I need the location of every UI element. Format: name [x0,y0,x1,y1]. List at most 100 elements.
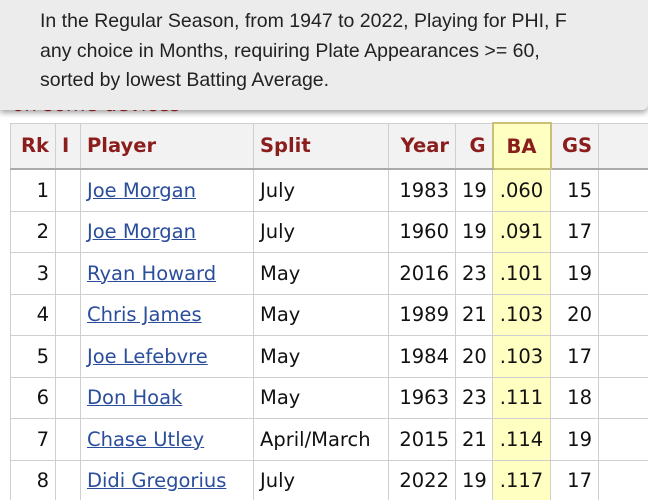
notice-line: sorted by lowest Batting Average. [40,69,330,91]
table-cell: 19 [550,252,599,295]
table-cell: 19 [455,168,493,212]
table-cell: 1960 [388,210,456,253]
column-header: GS [550,122,599,170]
table-cell: 23 [455,252,493,295]
table-cell: .091 [492,210,551,253]
table-cell: 20 [550,293,599,336]
player-link[interactable]: Joe Morgan [87,220,196,244]
table-cell: May [253,293,389,336]
table-cell: 69 [598,335,648,378]
column-header: BA [491,122,552,170]
table-cell: 1984 [388,335,456,378]
player-link[interactable]: Didi Gregorius [87,469,227,493]
table-cell [55,459,81,500]
table-cell: July [253,210,389,253]
table-cell [55,418,81,461]
table-cell: 21 [455,293,493,336]
query-notice: In the Regular Season, from 1947 to 2022… [0,0,648,110]
player-link[interactable]: Chris James [87,303,202,327]
table-cell: 1989 [388,293,456,336]
table-cell: 19 [550,418,599,461]
column-header: G [455,122,493,170]
player-link[interactable]: Chase Utley [87,427,205,451]
table-cell: .117 [492,459,551,500]
table-cell: 19 [455,210,493,253]
table-cell: 6 [10,376,56,419]
player-cell: Joe Morgan [80,168,254,212]
player-link[interactable]: Don Hoak [87,386,183,410]
table-cell: 82 [598,293,648,336]
table-cell: 15 [550,168,599,212]
notice-line: any choice in Months, requiring Plate Ap… [40,40,540,62]
table-cell: 81 [598,418,648,461]
table-cell: 19 [455,459,493,500]
player-link[interactable]: Ryan Howard [87,261,217,285]
table-cell [55,293,81,336]
table-cell: April/March [253,418,389,461]
table-cell: 70 [598,210,648,253]
table-cell: 21 [455,418,493,461]
player-cell: Don Hoak [80,376,254,419]
column-header: Split [253,122,389,170]
player-cell: Joe Morgan [80,210,254,253]
table-cell: 68 [598,168,648,212]
table-cell: 8 [10,459,56,500]
column-header: I [55,122,81,170]
table-cell: 20 [455,335,493,378]
table-cell: 75 [598,252,648,295]
table-cell [55,252,81,295]
player-cell: Ryan Howard [80,252,254,295]
table-cell: 3 [10,252,56,295]
table-cell: 18 [550,376,599,419]
table-cell: 1963 [388,376,456,419]
table-cell [55,210,81,253]
table-cell: .101 [492,252,551,295]
player-link[interactable]: Joe Morgan [87,178,196,202]
table-cell: 17 [550,459,599,500]
table-cell: 4 [10,293,56,336]
table-cell: May [253,335,389,378]
table-cell: May [253,376,389,419]
table-cell: .103 [492,335,551,378]
table-cell: 7 [10,418,56,461]
player-cell: Didi Gregorius [80,459,254,500]
table-cell: July [253,459,389,500]
table-cell: 23 [455,376,493,419]
header-row: RkIPlayerSplitYearGBAGSPA [10,122,648,170]
table-cell: 17 [550,335,599,378]
column-header: Rk [10,122,56,170]
table-cell: July [253,168,389,212]
column-header: PA [598,122,648,170]
table-cell: 17 [550,210,599,253]
table-cell: 2022 [388,459,456,500]
table-cell: May [253,252,389,295]
table-cell: 2 [10,210,56,253]
table-cell: .103 [492,293,551,336]
table-cell: 2016 [388,252,456,295]
column-header: Player [80,122,254,170]
table-cell [55,168,81,212]
table-cell: 64 [598,459,648,500]
player-link[interactable]: Joe Lefebvre [87,344,208,368]
table-cell [55,376,81,419]
table-cell: 1983 [388,168,456,212]
table-cell: 2015 [388,418,456,461]
table-cell [55,335,81,378]
column-header: Year [388,122,456,170]
player-cell: Chris James [80,293,254,336]
stats-table: RkIPlayerSplitYearGBAGSPA 1 Joe Morgan Jul… [10,122,648,500]
table-wrap: RkIPlayerSplitYearGBAGSPA 1 Joe Morgan Jul… [10,122,648,500]
table-cell: 1 [10,168,56,212]
table-cell: .111 [492,376,551,419]
notice-line: In the Regular Season, from 1947 to 2022… [40,10,567,32]
player-cell: Joe Lefebvre [80,335,254,378]
table-cell: 78 [598,376,648,419]
